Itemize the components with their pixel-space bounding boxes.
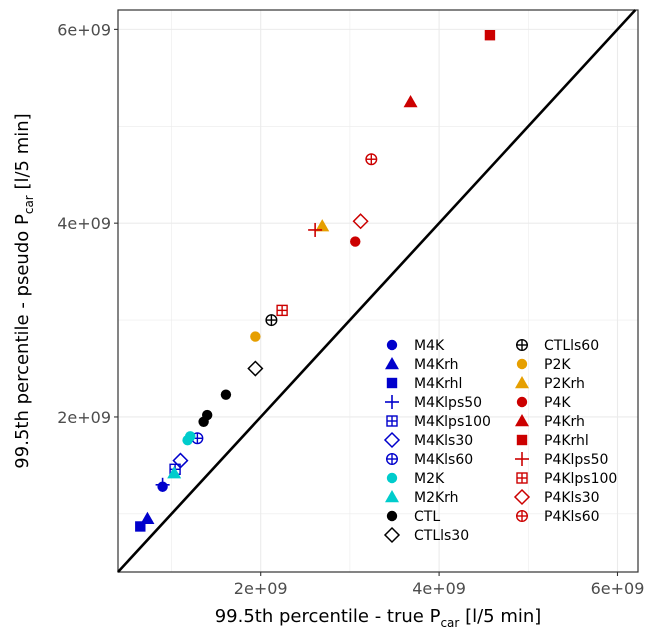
legend-item-p4klps50: P4Klps50	[515, 452, 608, 468]
legend-key-m4k	[386, 339, 398, 351]
y-tick-label: 6e+09	[57, 20, 111, 39]
legend-label: P4K	[544, 395, 571, 411]
y-axis-title: 99.5th percentile - pseudo Pcar [l/5 min…	[12, 113, 36, 468]
x-tick-label: 2e+09	[234, 579, 288, 598]
legend-label: P4Krhl	[544, 433, 589, 449]
legend-key-p4kls60	[516, 510, 529, 523]
point-m2krh	[167, 466, 182, 479]
legend-key-m4krh	[385, 357, 399, 370]
identity-reference-line	[117, 9, 637, 573]
legend-item-ctlls30: CTLls30	[383, 526, 469, 544]
point-p2krh	[315, 219, 330, 232]
legend-key-m4krhl	[386, 377, 398, 389]
legend-item-m4klps50: M4Klps50	[385, 395, 482, 411]
legend-item-ctlls60: CTLls60	[516, 338, 599, 354]
legend-key-p2krh	[515, 376, 529, 389]
legend-item-m4krhl: M4Krhl	[386, 376, 462, 392]
point-p4krhl	[484, 29, 496, 41]
y-tick-label: 2e+09	[57, 408, 111, 427]
legend-item-p4klps100: P4Klps100	[516, 471, 617, 487]
legend-key-m4klps100	[386, 415, 398, 427]
legend-key-m2k	[386, 472, 398, 484]
point-ctl	[201, 409, 213, 421]
legend-key-p4krh	[515, 414, 529, 427]
legend-label: M4Krh	[414, 357, 459, 373]
legend-item-p4kls30: P4Kls30	[513, 488, 600, 506]
point-m4krh	[140, 511, 155, 524]
legend-key-p4kls30	[513, 488, 531, 506]
legend-item-m4kls30: M4Kls30	[383, 431, 473, 449]
legend-key-ctlls30	[383, 526, 401, 544]
legend-item-m2k: M2K	[386, 471, 445, 487]
legend-key-p4krhl	[516, 434, 528, 446]
legend-item-m4klps100: M4Klps100	[386, 414, 491, 430]
legend-item-p2krh: P2Krh	[515, 376, 585, 392]
point-p4krh	[403, 95, 418, 108]
x-tick-label: 4e+09	[412, 579, 466, 598]
legend-key-ctl	[386, 510, 398, 522]
legend-item-p4krh: P4Krh	[515, 414, 585, 430]
legend-label: P2K	[544, 357, 571, 373]
legend-item-p2k: P2K	[516, 357, 571, 373]
legend-label: M2Krh	[414, 490, 459, 506]
legend-item-ctl: CTL	[386, 509, 440, 525]
legend-label: CTLls30	[414, 528, 469, 544]
legend-label: CTL	[414, 509, 440, 525]
x-axis-title: 99.5th percentile - true Pcar [l/5 min]	[215, 606, 542, 630]
legend-label: M4K	[414, 338, 445, 354]
legend-label: CTLls60	[544, 338, 599, 354]
legend-item-m4k: M4K	[386, 338, 445, 354]
legend-label: M4Klps50	[414, 395, 482, 411]
legend-item-m4krh: M4Krh	[385, 357, 459, 373]
point-p4k	[350, 236, 361, 247]
x-tick-label: 6e+09	[591, 579, 645, 598]
legend-label: P4Klps50	[544, 452, 608, 468]
legend-label: M4Krhl	[414, 376, 462, 392]
point-m4kls30	[172, 452, 189, 469]
point-ctl	[220, 389, 232, 400]
legend-label: M4Kls30	[414, 433, 473, 449]
legend-label: P4Kls60	[544, 509, 600, 525]
point-m2k	[185, 431, 196, 442]
legend-key-ctlls60	[516, 339, 529, 352]
legend-key-p4k	[516, 396, 528, 408]
legend-label: M4Klps100	[414, 414, 491, 430]
point-p4klps100	[276, 304, 288, 317]
legend-item-p4kls60: P4Kls60	[516, 509, 600, 525]
axis-ticks: 2e+09 4e+09 6e+09 2e+09 4e+09 6e+09	[57, 20, 644, 598]
legend-key-p2k	[516, 358, 528, 370]
point-ctlls30	[247, 360, 264, 377]
plot-border	[117, 9, 639, 573]
legend-label: P2Krh	[544, 376, 585, 392]
legend-item-p4k: P4K	[516, 395, 571, 411]
point-p4klps50	[308, 222, 323, 237]
point-m4krhl	[135, 521, 146, 532]
point-ctlls60	[265, 314, 278, 327]
y-tick-label: 4e+09	[57, 214, 111, 233]
legend-item-m4kls60: M4Kls60	[386, 452, 473, 468]
legend-key-m4kls60	[386, 453, 399, 466]
data-points	[135, 29, 496, 532]
legend-item-p4krhl: P4Krhl	[516, 433, 589, 449]
point-m4klps50	[155, 477, 170, 492]
legend-key-m4klps50	[385, 395, 399, 409]
legend-key-m2krh	[385, 490, 399, 503]
legend: M4K M4Krh M4Krhl M4Klps50 M4Klps100 M4Kls30 M4…	[383, 338, 617, 544]
point-p4kls30	[352, 213, 369, 230]
legend-label: P4Krh	[544, 414, 585, 430]
point-p2k	[250, 331, 261, 342]
legend-key-p4klps50	[515, 452, 529, 466]
legend-label: M2K	[414, 471, 445, 487]
legend-label: P4Kls30	[544, 490, 600, 506]
legend-key-p4klps100	[516, 472, 528, 484]
point-p4kls60	[365, 153, 378, 166]
legend-key-m4kls30	[383, 431, 401, 449]
legend-label: P4Klps100	[544, 471, 617, 487]
legend-item-m2krh: M2Krh	[385, 490, 459, 506]
legend-label: M4Kls60	[414, 452, 473, 468]
